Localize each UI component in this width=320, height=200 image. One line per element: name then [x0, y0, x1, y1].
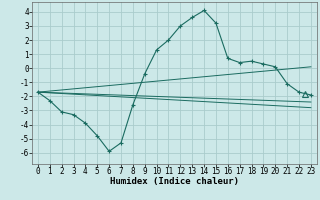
X-axis label: Humidex (Indice chaleur): Humidex (Indice chaleur) — [110, 177, 239, 186]
